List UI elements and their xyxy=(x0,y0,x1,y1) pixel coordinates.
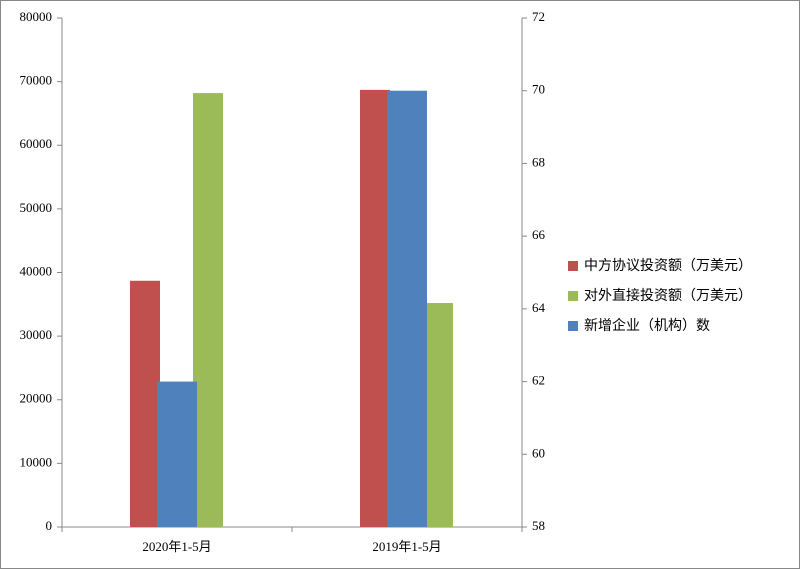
y2-tick-label: 66 xyxy=(532,227,546,242)
x-tick-label: 2019年1-5月 xyxy=(372,539,441,554)
y2-tick-label: 68 xyxy=(532,154,545,169)
y-tick-label: 10000 xyxy=(20,454,53,469)
bar xyxy=(130,280,160,527)
y-tick-label: 30000 xyxy=(20,327,53,342)
bar xyxy=(360,89,390,528)
bar xyxy=(193,93,223,527)
legend-label: 新增企业（机构）数 xyxy=(584,317,710,334)
bar xyxy=(387,90,427,527)
legend-swatch xyxy=(568,321,578,331)
y-tick-label: 20000 xyxy=(20,391,53,406)
y2-tick-label: 60 xyxy=(532,445,545,460)
legend-swatch xyxy=(568,291,578,301)
legend-swatch xyxy=(568,261,578,271)
bar xyxy=(423,303,453,527)
y2-tick-label: 70 xyxy=(532,82,545,97)
legend-label: 中方协议投资额（万美元） xyxy=(584,258,752,274)
bar xyxy=(157,381,197,527)
x-tick-label: 2020年1-5月 xyxy=(142,539,211,554)
y-tick-label: 60000 xyxy=(20,136,53,151)
y-tick-label: 80000 xyxy=(20,9,53,24)
y2-tick-label: 62 xyxy=(532,373,545,388)
y-tick-label: 70000 xyxy=(20,73,53,88)
legend-label: 对外直接投资额（万美元） xyxy=(584,287,752,304)
y2-tick-label: 58 xyxy=(532,518,545,533)
y-tick-label: 0 xyxy=(46,518,53,533)
y-tick-label: 40000 xyxy=(20,263,53,278)
y2-tick-label: 72 xyxy=(532,9,545,24)
y2-tick-label: 64 xyxy=(532,300,546,315)
y-tick-label: 50000 xyxy=(20,200,53,215)
